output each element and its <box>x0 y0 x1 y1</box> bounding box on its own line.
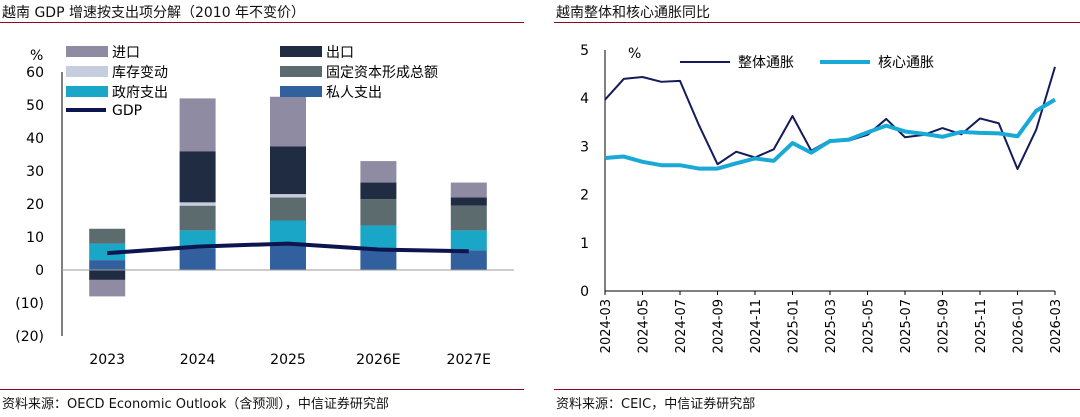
bar-segment-私人支出 <box>270 243 306 270</box>
right-y-tick-label: 2 <box>580 188 589 204</box>
legend-swatch-inventory <box>66 66 108 77</box>
right-chart-title: 越南整体和核心通胀同比 <box>556 5 710 21</box>
bar-segment-出口 <box>450 197 487 206</box>
right-y-tick-label: 0 <box>580 284 589 300</box>
bar-segment-进口 <box>360 161 397 183</box>
right-x-tick-label: 2025-07 <box>899 299 914 353</box>
left-x-tick-label: 2027E <box>447 352 491 368</box>
right-x-tick-label: 2025-11 <box>974 299 989 353</box>
right-x-tick-label: 2025-01 <box>787 299 802 353</box>
right-x-tick-label: 2024-03 <box>599 299 614 353</box>
bar-segment-政府支出 <box>179 230 216 249</box>
bar-segment-进口 <box>450 182 487 198</box>
left-chart-source: 资料来源：OECD Economic Outlook（含预测），中信证券研究部 <box>2 397 389 412</box>
bar-segment-固定资本形成总额 <box>450 205 487 231</box>
bar-segment-私人支出 <box>89 260 126 270</box>
bar-segment-固定资本形成总额 <box>270 197 306 221</box>
right-title-rule <box>554 22 1080 23</box>
legend-label-private: 私人支出 <box>326 85 382 101</box>
left-y-unit-label: % <box>30 48 43 64</box>
left-y-tick-label: 20 <box>26 197 44 213</box>
left-y-tick-label: (10) <box>15 296 44 312</box>
bar-segment-进口 <box>89 279 126 297</box>
bar-segment-政府支出 <box>450 230 487 251</box>
bar-segment-库存变动 <box>270 194 306 198</box>
legend-swatch-private <box>280 86 322 97</box>
right-y-tick-label: 1 <box>580 236 589 252</box>
legend-label-gdp: GDP <box>112 103 142 119</box>
left-source-rule <box>0 389 524 390</box>
bar-segment-私人支出 <box>179 248 216 270</box>
right-x-tick-label: 2024-07 <box>674 299 689 353</box>
right-x-tick-label: 2025-05 <box>862 299 877 353</box>
legend-label-headline: 整体通胀 <box>738 55 794 71</box>
bar-segment-出口 <box>360 182 397 200</box>
right-x-tick-label: 2024-09 <box>712 299 727 353</box>
bar-segment-私人支出 <box>360 250 397 270</box>
left-x-tick-label: 2023 <box>89 352 125 368</box>
legend-label-inventory: 库存变动 <box>112 65 168 81</box>
right-y-unit-label: % <box>628 46 641 62</box>
bar-segment-固定资本形成总额 <box>89 228 126 244</box>
left-y-tick-label: 10 <box>26 230 44 246</box>
left-chart: (20) (10) 0 10 20 30 40 50 60% 2023 2024 2025 2026E 2… <box>15 45 514 368</box>
left-y-tick-label: 60 <box>26 65 44 81</box>
legend-swatch-imports <box>66 46 108 57</box>
line-series-core <box>604 97 1057 171</box>
right-x-tick-label: 2026-01 <box>1012 299 1027 353</box>
right-y-tick-label: 5 <box>580 43 589 59</box>
left-x-tick-label: 2025 <box>270 352 306 368</box>
left-y-tick-label: 50 <box>26 98 44 114</box>
bar-segment-库存变动 <box>179 202 216 206</box>
right-chart-source: 资料来源：CEIC，中信证券研究部 <box>556 397 756 412</box>
gdp-line <box>107 241 469 256</box>
legend-label-government: 政府支出 <box>112 85 168 101</box>
right-x-tick-label: 2026-03 <box>1049 299 1064 353</box>
right-x-tick-label: 2024-11 <box>749 299 764 353</box>
right-y-tick-label: 4 <box>580 91 589 107</box>
legend-swatch-fixed_investment <box>280 66 322 77</box>
legend-swatch-government <box>66 86 108 97</box>
bar-segment-出口 <box>89 270 126 280</box>
right-x-tick-label: 2025-09 <box>937 299 952 353</box>
legend-label-core: 核心通胀 <box>878 55 934 71</box>
left-y-tick-label: 30 <box>26 164 44 180</box>
legend-swatch-exports <box>280 46 322 57</box>
left-x-tick-label: 2024 <box>180 352 216 368</box>
bar-segment-进口 <box>179 98 216 152</box>
bar-segment-政府支出 <box>270 220 306 244</box>
left-y-tick-label: 0 <box>35 263 44 279</box>
right-x-tick-label: 2025-03 <box>824 299 839 353</box>
right-y-tick-label: 3 <box>580 139 589 155</box>
bar-segment-出口 <box>270 146 306 195</box>
legend-label-imports: 进口 <box>112 45 140 61</box>
bar-segment-出口 <box>179 151 216 203</box>
bar-segment-进口 <box>270 96 306 147</box>
left-y-tick-label: 40 <box>26 131 44 147</box>
bar-segment-固定资本形成总额 <box>179 205 216 231</box>
legend-label-fixed_investment: 固定资本形成总额 <box>326 65 438 81</box>
bar-segment-私人支出 <box>450 250 487 270</box>
left-title-rule <box>0 22 524 23</box>
left-chart-title: 越南 GDP 增速按支出项分解（2010 年不变价） <box>2 5 306 21</box>
left-y-tick-label: (20) <box>15 329 44 345</box>
bar-segment-政府支出 <box>360 225 397 251</box>
bar-segment-固定资本形成总额 <box>360 199 397 226</box>
right-source-rule <box>554 389 1080 390</box>
line-series-headline <box>604 66 1056 171</box>
left-x-tick-label: 2026E <box>356 352 400 368</box>
right-x-tick-label: 2024-05 <box>637 299 652 353</box>
legend-label-exports: 出口 <box>326 45 354 61</box>
right-chart: 0 1 2 3 4 5 % 2024-03 2024-05 2024-07 2024-09 2024-… <box>580 43 1064 353</box>
